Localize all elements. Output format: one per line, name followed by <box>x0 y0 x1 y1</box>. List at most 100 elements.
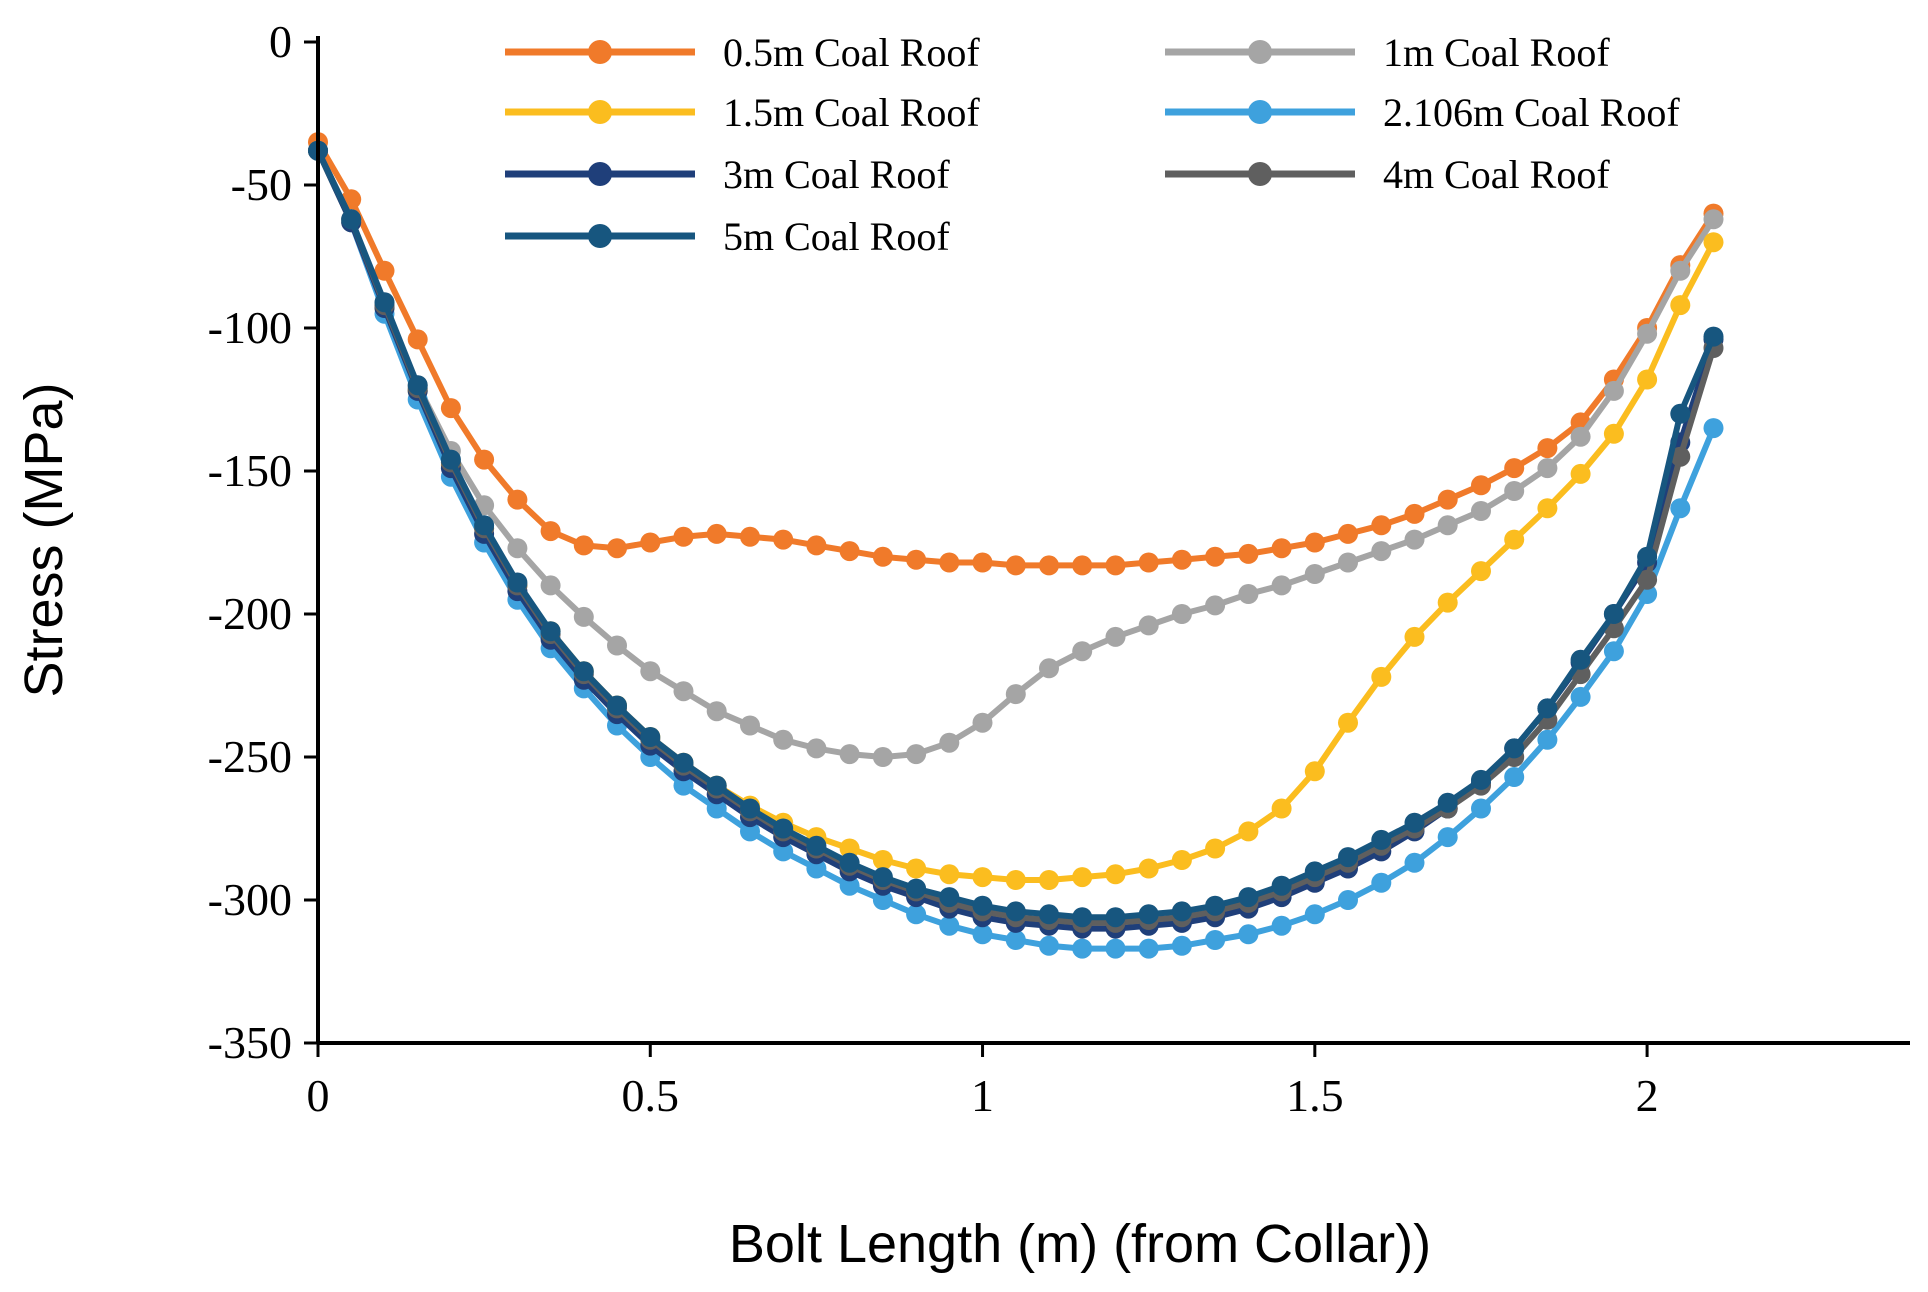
data-point <box>1637 323 1658 344</box>
data-point <box>1271 915 1292 936</box>
series-line <box>315 149 1717 760</box>
data-point <box>1304 564 1325 584</box>
data-point <box>1603 380 1624 401</box>
legend-entry: 5m Coal Roof <box>505 214 950 259</box>
data-point <box>972 895 993 916</box>
data-point <box>1570 649 1591 670</box>
data-point <box>740 526 760 547</box>
data-point <box>1504 458 1525 479</box>
data-point <box>740 715 760 736</box>
data-point <box>939 887 960 908</box>
legend-label: 4m Coal Roof <box>1383 152 1610 197</box>
data-point <box>906 549 927 570</box>
data-point <box>1039 555 1059 576</box>
data-point <box>1171 901 1192 922</box>
data-point <box>573 535 594 556</box>
series-line <box>315 149 1717 883</box>
data-point <box>1005 930 1026 950</box>
y-tick-label: -200 <box>208 588 292 639</box>
data-point <box>906 904 927 925</box>
data-point <box>1404 852 1425 873</box>
data-point <box>540 521 561 542</box>
y-tick-label: -300 <box>208 874 292 925</box>
data-point <box>1005 555 1026 576</box>
data-point <box>1670 403 1691 424</box>
data-point <box>1471 769 1491 790</box>
series-layer <box>308 132 1724 959</box>
data-point <box>1437 489 1458 510</box>
data-point <box>906 878 927 899</box>
data-point <box>1072 867 1093 888</box>
data-point <box>740 798 760 819</box>
data-point <box>1105 907 1126 928</box>
data-point <box>1205 838 1226 859</box>
legend-marker <box>588 100 612 124</box>
data-point <box>1205 895 1226 916</box>
data-point <box>1371 666 1392 687</box>
data-point <box>1537 458 1558 479</box>
data-point <box>1670 295 1691 316</box>
data-point <box>1471 798 1491 819</box>
x-axis-title: Bolt Length (m) (from Collar)) <box>729 1214 1431 1274</box>
data-point <box>1437 827 1458 848</box>
data-point <box>972 867 993 888</box>
data-point <box>1570 426 1591 447</box>
data-point <box>673 526 694 547</box>
data-point <box>640 727 661 747</box>
data-point <box>1371 541 1392 562</box>
data-point <box>1105 555 1126 576</box>
data-point <box>872 546 893 567</box>
data-point <box>540 575 561 596</box>
data-point <box>1072 641 1093 662</box>
data-point <box>1039 935 1059 956</box>
x-tick-label: 0 <box>307 1070 330 1121</box>
series-5m-coal-roof <box>308 140 1724 928</box>
data-point <box>1537 729 1558 750</box>
data-point <box>1703 326 1724 347</box>
legend-label: 3m Coal Roof <box>723 152 950 197</box>
data-point <box>607 695 627 716</box>
data-point <box>1171 850 1192 870</box>
data-point <box>706 775 727 796</box>
data-point <box>706 798 727 819</box>
legend-entry: 2.106m Coal Roof <box>1165 90 1680 135</box>
data-point <box>1471 561 1491 582</box>
data-point <box>640 661 661 682</box>
y-tick-label: -50 <box>231 159 292 210</box>
data-point <box>1371 829 1392 850</box>
data-point <box>1703 418 1724 439</box>
data-point <box>640 532 661 553</box>
data-point <box>1404 812 1425 833</box>
data-point <box>1039 870 1059 890</box>
data-point <box>474 515 495 536</box>
data-point <box>374 260 395 281</box>
data-point <box>773 729 794 750</box>
data-point <box>1171 549 1192 570</box>
data-point <box>1072 907 1093 928</box>
data-point <box>839 875 860 896</box>
data-point <box>1005 684 1026 705</box>
data-point <box>1703 209 1724 230</box>
data-point <box>1338 890 1358 910</box>
data-point <box>540 621 561 642</box>
data-point <box>1238 543 1259 564</box>
data-point <box>1338 552 1358 573</box>
data-point <box>1171 604 1192 624</box>
data-point <box>1603 641 1624 662</box>
legend-marker <box>588 40 612 64</box>
y-tick-label: -250 <box>208 731 292 782</box>
data-point <box>806 835 827 856</box>
data-point <box>1205 930 1226 950</box>
legend-label: 0.5m Coal Roof <box>723 30 980 75</box>
data-point <box>972 924 993 945</box>
series-0-5m-coal-roof <box>308 132 1724 576</box>
data-point <box>440 449 461 470</box>
data-point <box>1205 546 1226 567</box>
data-point <box>673 752 694 773</box>
legend-entry: 1m Coal Roof <box>1165 30 1610 75</box>
data-point <box>1504 481 1525 501</box>
data-point <box>607 538 627 559</box>
data-point <box>1471 501 1491 521</box>
data-point <box>1537 698 1558 719</box>
data-point <box>1138 938 1159 959</box>
